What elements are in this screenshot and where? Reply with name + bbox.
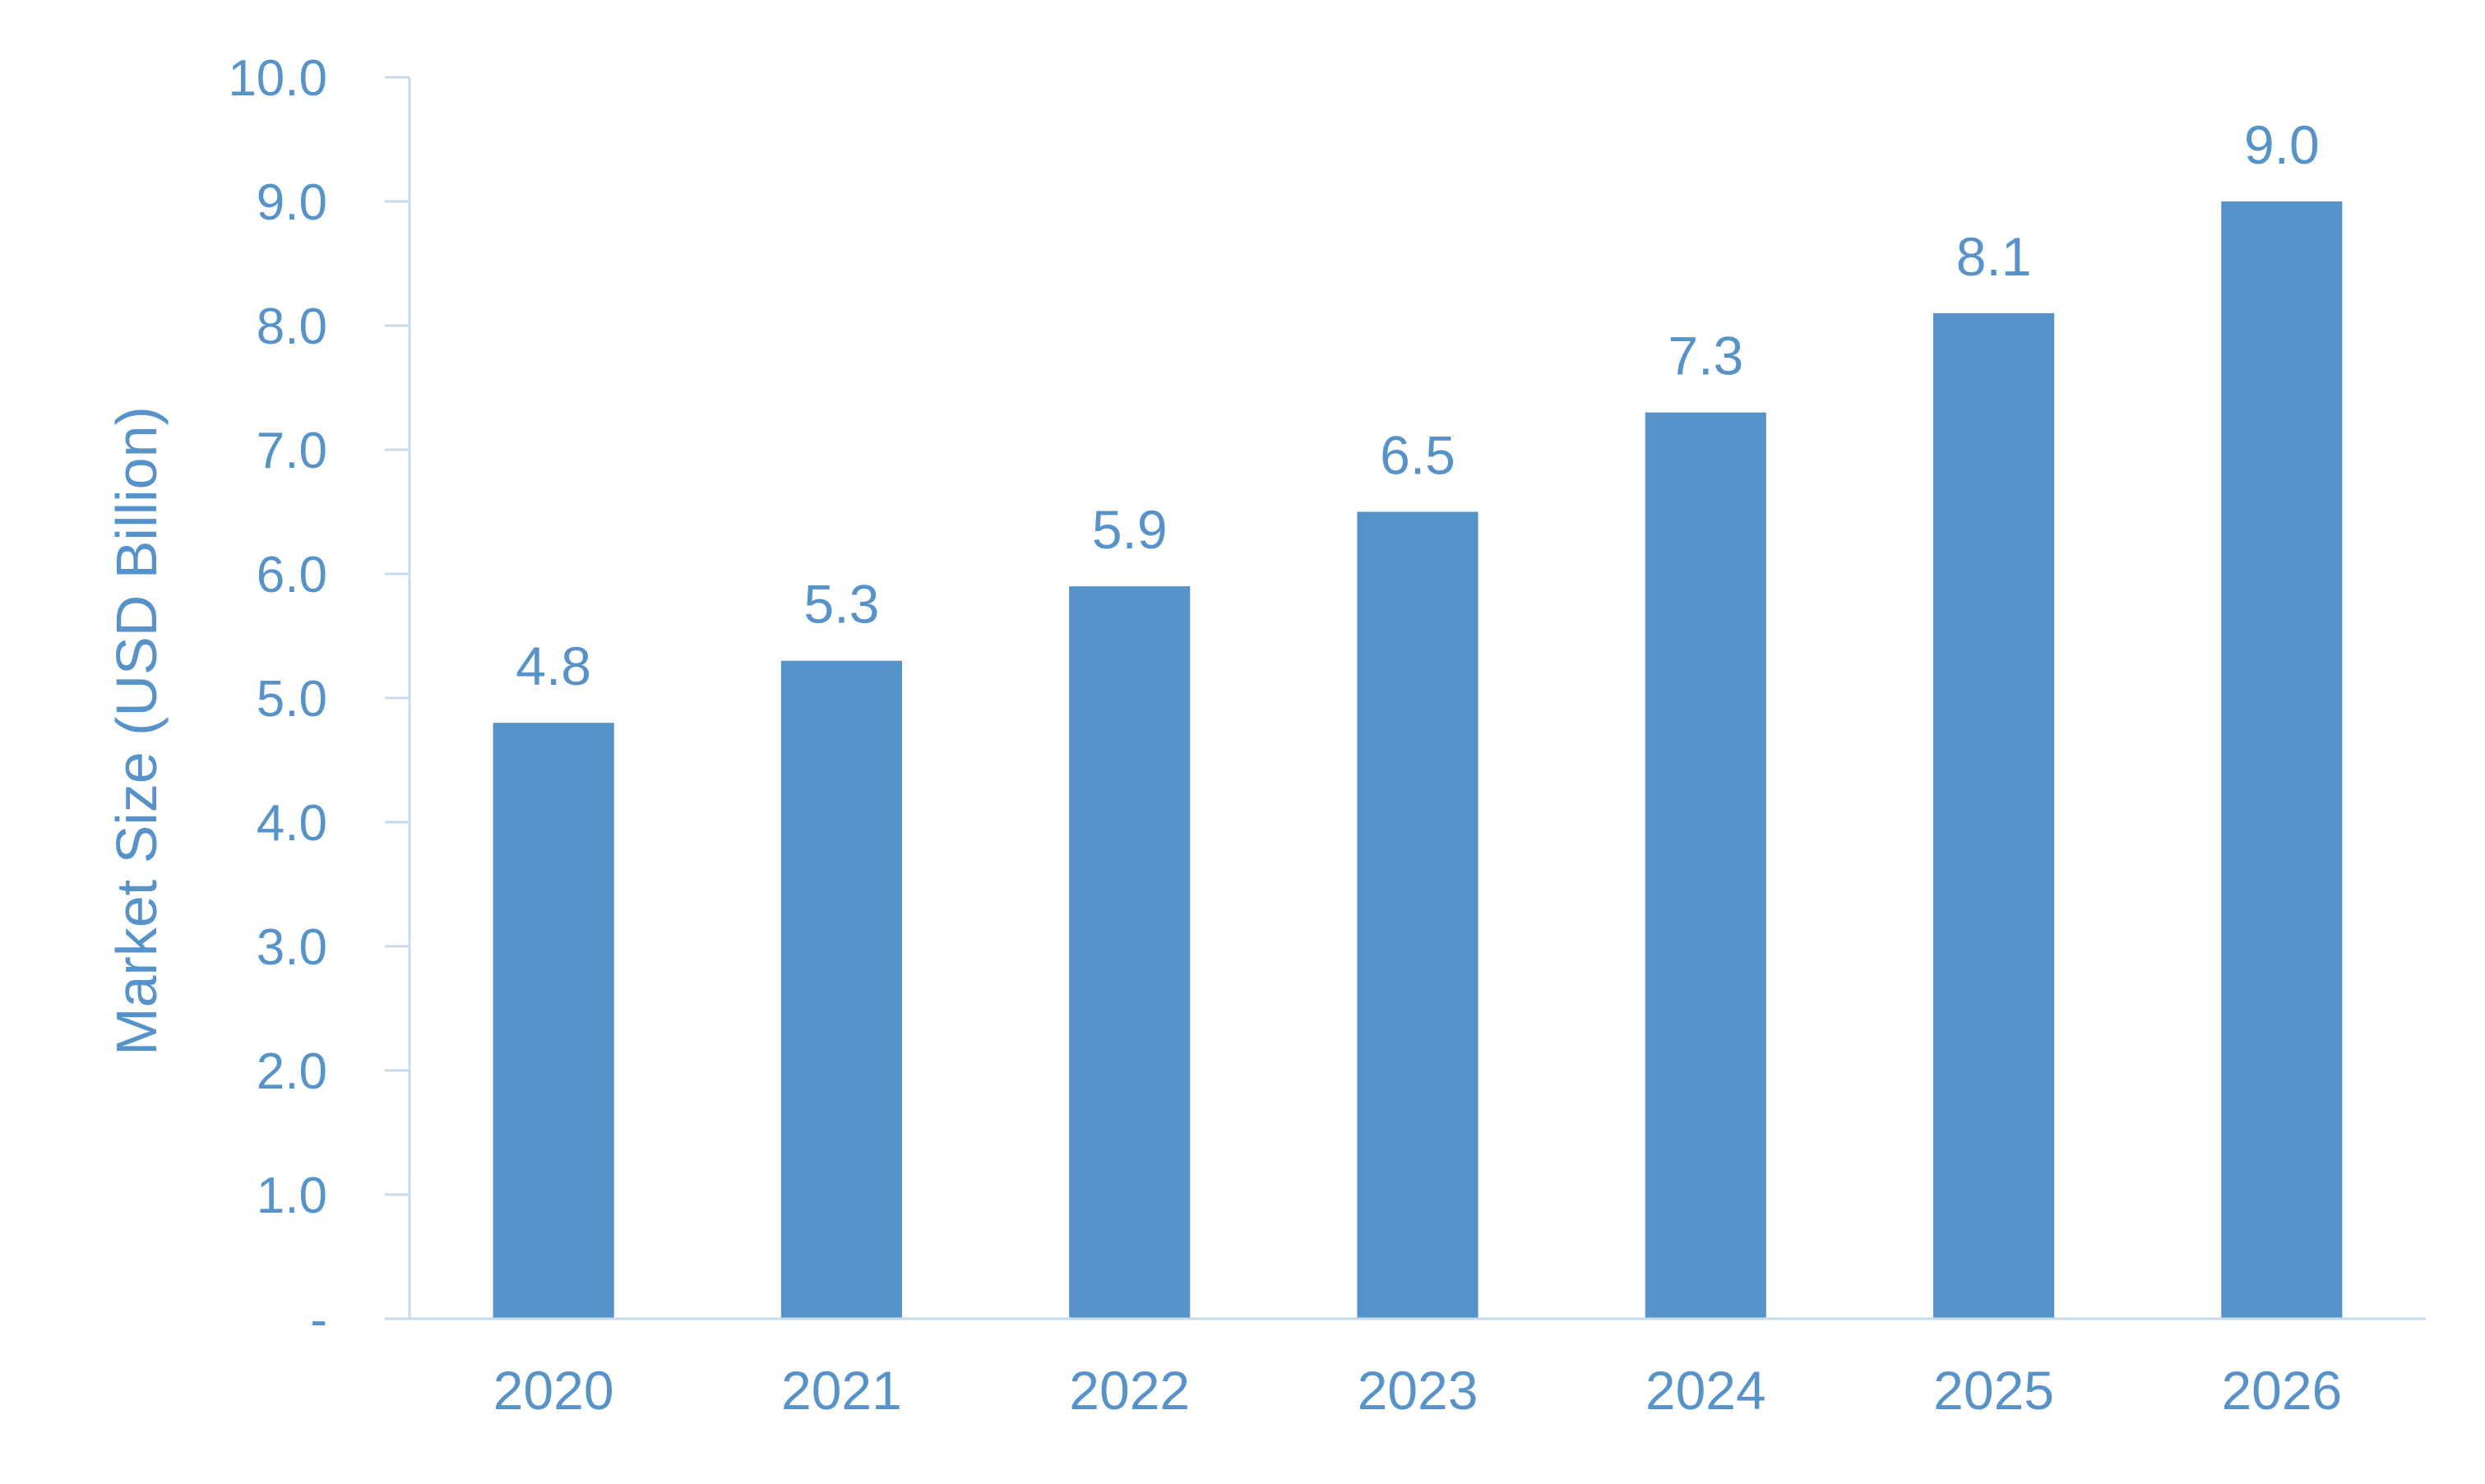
bar-2025 xyxy=(1933,312,2055,1319)
bar-2026 xyxy=(2221,201,2343,1319)
bar-2020 xyxy=(493,723,614,1319)
data-label-2021: 5.3 xyxy=(804,574,880,635)
data-label-2026: 9.0 xyxy=(2244,114,2320,175)
bars-group xyxy=(493,201,2343,1320)
y-tick-label: 3.0 xyxy=(257,919,327,976)
x-tick-label-2022: 2022 xyxy=(1069,1360,1190,1421)
x-tick-label-2021: 2021 xyxy=(781,1360,902,1421)
data-label-2024: 7.3 xyxy=(1668,326,1743,386)
bar-2021 xyxy=(780,660,902,1319)
y-axis-title: Market Size (USD Billion) xyxy=(104,406,169,1056)
x-tick-label-2026: 2026 xyxy=(2221,1360,2342,1421)
bar-2024 xyxy=(1645,412,1766,1320)
x-tick-label-2025: 2025 xyxy=(1933,1360,2054,1421)
y-tick-label: 8.0 xyxy=(257,298,327,355)
y-tick-label: 7.0 xyxy=(257,423,327,479)
y-tick-label: 6.0 xyxy=(257,547,327,603)
y-tick-label: 4.0 xyxy=(257,795,327,852)
y-tick-label: - xyxy=(310,1292,327,1348)
data-label-2023: 6.5 xyxy=(1380,425,1455,486)
data-label-2022: 5.9 xyxy=(1092,499,1168,560)
y-tick-label: 9.0 xyxy=(257,174,327,231)
x-axis-ticks: 2020 2021 2022 2023 2024 2025 2026 xyxy=(493,1360,2343,1421)
bar-2023 xyxy=(1357,511,1479,1319)
data-label-2025: 8.1 xyxy=(1956,226,2032,287)
y-tick-label: 2.0 xyxy=(257,1043,327,1100)
y-tick-label: 1.0 xyxy=(257,1167,327,1224)
data-labels-group: 4.8 5.3 5.9 6.5 7.3 8.1 9.0 xyxy=(516,114,2319,696)
data-label-2020: 4.8 xyxy=(516,636,591,696)
x-tick-label-2024: 2024 xyxy=(1645,1360,1766,1421)
y-tick-label: 5.0 xyxy=(257,671,327,728)
x-tick-label-2020: 2020 xyxy=(493,1360,614,1421)
y-axis-ticks: - 1.0 2.0 3.0 4.0 5.0 6.0 7.0 8.0 9.0 10.0 xyxy=(228,50,410,1348)
bar-2022 xyxy=(1069,586,1191,1319)
x-tick-label-2023: 2023 xyxy=(1358,1360,1479,1421)
y-tick-label: 10.0 xyxy=(228,50,327,107)
